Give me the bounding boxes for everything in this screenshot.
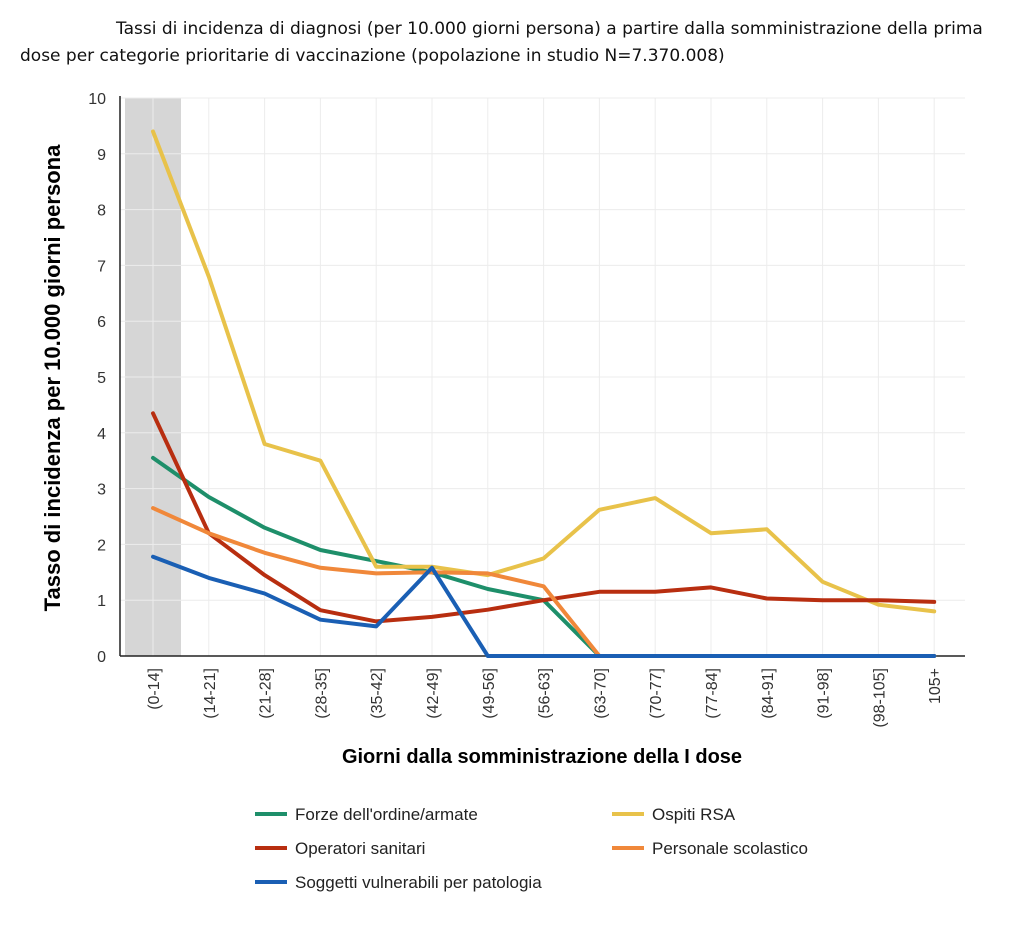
x-tick-label: (91-98] xyxy=(816,668,833,719)
y-tick-label: 3 xyxy=(97,482,106,499)
x-tick-label: 105+ xyxy=(927,668,944,704)
y-tick-label: 9 xyxy=(97,147,106,164)
x-tick-label: (21-28] xyxy=(258,668,275,719)
legend-label: Soggetti vulnerabili per patologia xyxy=(295,873,542,892)
x-tick-label: (14-21] xyxy=(202,668,219,719)
y-tick-label: 6 xyxy=(97,314,106,331)
legend-label: Operatori sanitari xyxy=(295,839,425,858)
y-tick-label: 2 xyxy=(97,537,106,554)
legend-label: Forze dell'ordine/armate xyxy=(295,805,478,824)
x-tick-label: (56-63] xyxy=(537,668,554,719)
series-lines xyxy=(151,129,937,658)
y-tick-label: 7 xyxy=(97,258,106,275)
legend-label: Personale scolastico xyxy=(652,839,808,858)
series-line xyxy=(151,554,937,658)
axes xyxy=(119,96,965,657)
series-line xyxy=(151,411,937,624)
x-tick-label: (84-91] xyxy=(760,668,777,719)
x-tick-labels: (0-14] (14-21] (21-28] (28-35] (35-42] (42-49… xyxy=(146,668,944,728)
y-tick-label: 0 xyxy=(97,649,106,666)
x-tick-label: (98-105] xyxy=(871,668,888,728)
x-tick-label: (42-49] xyxy=(425,668,442,719)
x-tick-label: (77-84] xyxy=(704,668,721,719)
gridlines xyxy=(120,97,965,656)
y-tick-label: 10 xyxy=(88,91,106,108)
x-tick-label: (35-42] xyxy=(369,668,386,719)
y-tick-labels: 0 1 2 3 4 5 6 7 8 9 10 xyxy=(88,91,106,666)
legend: Forze dell'ordine/armate Ospiti RSA Operat… xyxy=(255,805,808,892)
series-line xyxy=(151,129,937,614)
x-tick-label: (0-14] xyxy=(146,668,163,710)
x-tick-label: (28-35] xyxy=(313,668,330,719)
x-tick-label: (63-70] xyxy=(592,668,609,719)
y-tick-label: 8 xyxy=(97,203,106,220)
legend-label: Ospiti RSA xyxy=(652,805,736,824)
y-tick-label: 1 xyxy=(97,593,106,610)
y-tick-label: 4 xyxy=(97,426,106,443)
y-tick-label: 5 xyxy=(97,370,106,387)
chart-title: Tassi di incidenza di diagnosi (per 10.0… xyxy=(20,19,983,66)
x-tick-label: (49-56] xyxy=(481,668,498,719)
x-tick-label: (70-77] xyxy=(648,668,665,719)
x-axis-title: Giorni dalla somministrazione della I do… xyxy=(342,746,742,768)
y-axis-title: Tasso di incidenza per 10.000 giorni per… xyxy=(40,144,65,611)
